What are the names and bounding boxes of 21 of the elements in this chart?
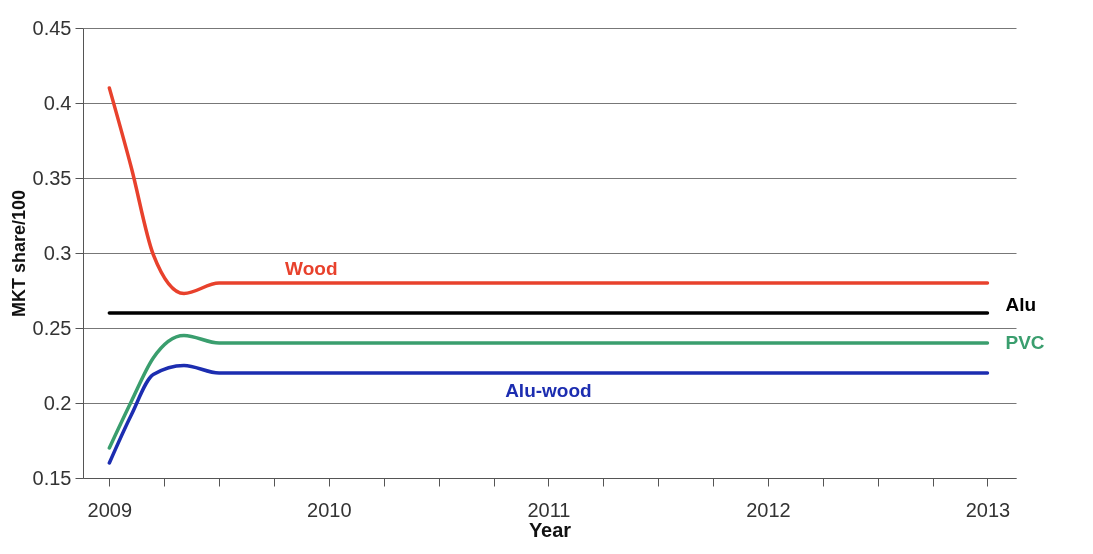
y-tick-label: 0.3 <box>43 241 72 264</box>
y-tick-label: 0.4 <box>43 91 72 114</box>
line-series <box>107 333 990 450</box>
y-tick-label: 0.35 <box>32 166 72 189</box>
y-axis-title: MKT share/100 <box>8 189 29 318</box>
line-series <box>107 86 990 296</box>
y-tick-label: 0.45 <box>32 16 72 39</box>
y-tick-label: 0.25 <box>32 316 72 339</box>
x-tick-label: 2012 <box>746 498 791 521</box>
x-axis-title: Year <box>528 518 572 541</box>
series-label: Alu <box>1005 294 1037 315</box>
x-tick-label: 2011 <box>527 498 571 521</box>
x-tick-label: 2010 <box>307 498 352 521</box>
x-tick-label: 2009 <box>87 498 133 521</box>
series-label: Alu-wood <box>505 380 592 401</box>
y-tick-label: 0.15 <box>32 466 72 489</box>
series-label: PVC <box>1005 332 1045 353</box>
y-tick-label: 0.2 <box>43 391 72 414</box>
line-series <box>107 363 990 465</box>
series-label: Wood <box>285 258 338 279</box>
x-tick-label: 2013 <box>965 498 1011 521</box>
